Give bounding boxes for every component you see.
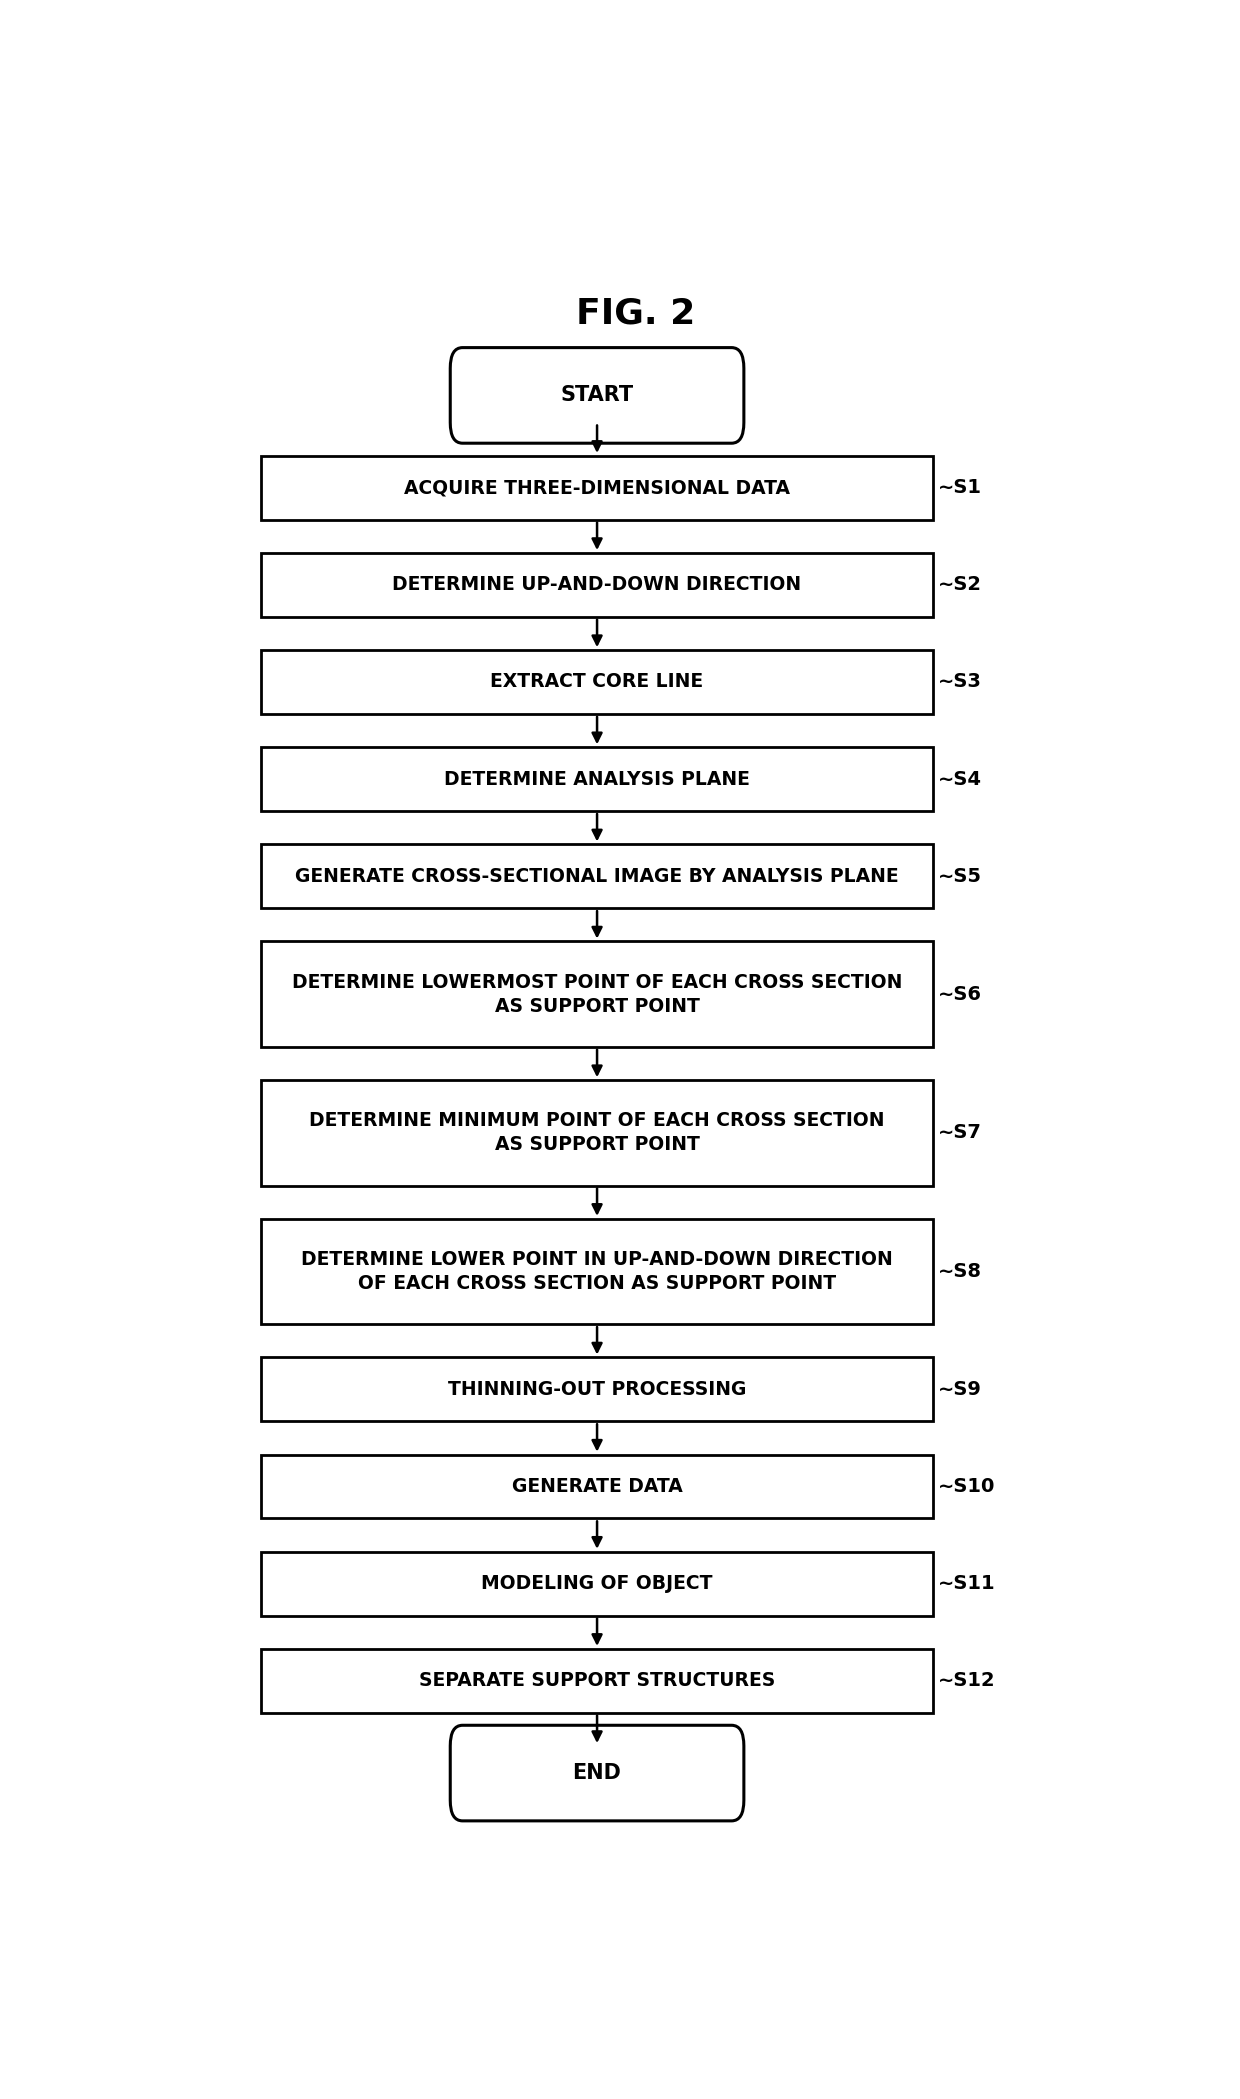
Text: DETERMINE LOWERMOST POINT OF EACH CROSS SECTION
AS SUPPORT POINT: DETERMINE LOWERMOST POINT OF EACH CROSS … [291,972,903,1016]
FancyBboxPatch shape [260,552,934,617]
Text: ∼S1: ∼S1 [939,479,982,497]
Text: END: END [573,1763,621,1782]
Text: DETERMINE LOWER POINT IN UP-AND-DOWN DIRECTION
OF EACH CROSS SECTION AS SUPPORT : DETERMINE LOWER POINT IN UP-AND-DOWN DIR… [301,1249,893,1293]
Text: ACQUIRE THREE-DIMENSIONAL DATA: ACQUIRE THREE-DIMENSIONAL DATA [404,479,790,497]
Text: ∼S11: ∼S11 [939,1574,996,1593]
Text: ∼S2: ∼S2 [939,575,982,594]
Text: ∼S7: ∼S7 [939,1123,982,1142]
Text: MODELING OF OBJECT: MODELING OF OBJECT [481,1574,713,1593]
Text: ∼S3: ∼S3 [939,672,982,691]
FancyBboxPatch shape [450,348,744,443]
Text: GENERATE DATA: GENERATE DATA [512,1478,682,1497]
Text: DETERMINE MINIMUM POINT OF EACH CROSS SECTION
AS SUPPORT POINT: DETERMINE MINIMUM POINT OF EACH CROSS SE… [309,1110,885,1154]
Text: GENERATE CROSS-SECTIONAL IMAGE BY ANALYSIS PLANE: GENERATE CROSS-SECTIONAL IMAGE BY ANALYS… [295,867,899,886]
FancyBboxPatch shape [260,1650,934,1713]
Text: DETERMINE ANALYSIS PLANE: DETERMINE ANALYSIS PLANE [444,770,750,789]
Text: SEPARATE SUPPORT STRUCTURES: SEPARATE SUPPORT STRUCTURES [419,1671,775,1690]
FancyBboxPatch shape [260,844,934,909]
Text: ∼S10: ∼S10 [939,1478,996,1497]
FancyBboxPatch shape [260,1358,934,1421]
Text: ∼S6: ∼S6 [939,984,982,1003]
Text: DETERMINE UP-AND-DOWN DIRECTION: DETERMINE UP-AND-DOWN DIRECTION [393,575,801,594]
FancyBboxPatch shape [260,651,934,714]
FancyBboxPatch shape [260,1551,934,1616]
FancyBboxPatch shape [260,1081,934,1186]
FancyBboxPatch shape [450,1725,744,1820]
Text: ∼S8: ∼S8 [939,1261,982,1280]
Text: ∼S4: ∼S4 [939,770,982,789]
FancyBboxPatch shape [260,942,934,1047]
Text: START: START [560,386,634,405]
Text: ∼S9: ∼S9 [939,1379,982,1398]
Text: THINNING-OUT PROCESSING: THINNING-OUT PROCESSING [448,1379,746,1398]
Text: ∼S5: ∼S5 [939,867,982,886]
FancyBboxPatch shape [260,1455,934,1518]
Text: ∼S12: ∼S12 [939,1671,996,1690]
Text: EXTRACT CORE LINE: EXTRACT CORE LINE [491,672,703,691]
FancyBboxPatch shape [260,1220,934,1324]
FancyBboxPatch shape [260,455,934,521]
FancyBboxPatch shape [260,747,934,810]
Text: FIG. 2: FIG. 2 [575,296,696,330]
